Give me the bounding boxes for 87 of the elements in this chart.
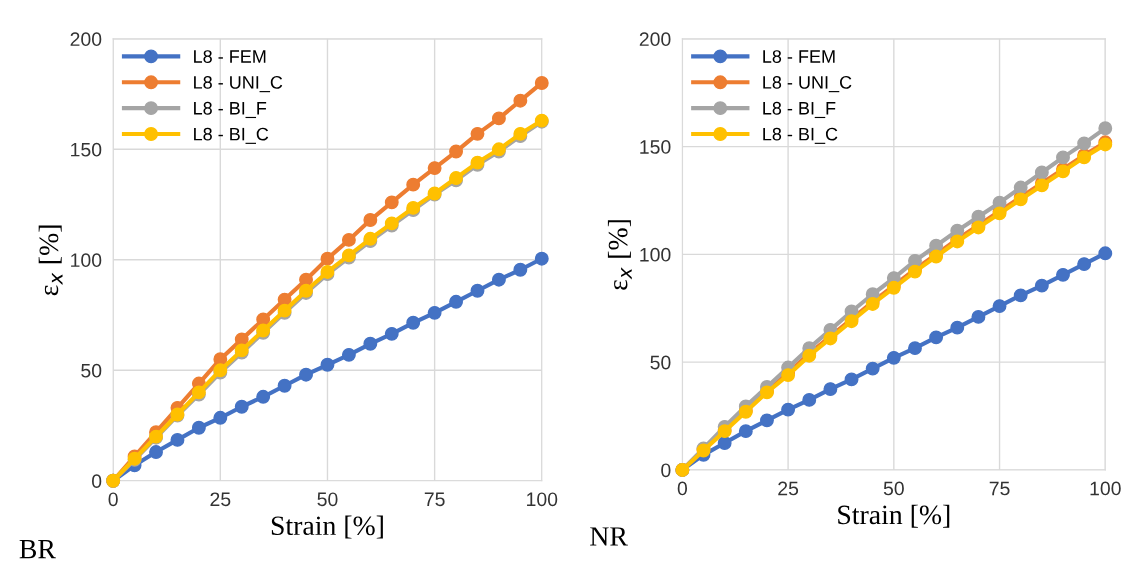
point — [1098, 121, 1113, 136]
point — [1056, 150, 1070, 165]
point — [299, 367, 313, 382]
legend-label: L8 - BI_C — [763, 127, 838, 144]
y-tick-label: 0 — [661, 463, 671, 478]
x-tick-label: 75 — [989, 481, 1010, 496]
x-tick-label: 100 — [1090, 481, 1121, 496]
x-tick-label: 0 — [677, 481, 688, 496]
point — [427, 161, 442, 176]
y-tick-label: 150 — [71, 142, 102, 157]
point — [971, 309, 986, 324]
point — [760, 413, 774, 428]
point — [449, 294, 464, 309]
point — [256, 389, 271, 404]
legend-label: L8 - FEM — [194, 50, 266, 63]
point — [802, 392, 817, 407]
point — [320, 357, 335, 372]
x-tick-label: 75 — [424, 492, 445, 507]
point — [1013, 180, 1028, 195]
point — [1034, 165, 1049, 180]
point — [929, 330, 944, 345]
point — [320, 251, 335, 266]
point — [1034, 278, 1049, 293]
x-tick-label: 50 — [883, 481, 904, 496]
text: NR — [590, 527, 628, 546]
point — [1013, 288, 1028, 303]
point — [513, 262, 528, 277]
y-axis-title: ε$_{x}$ [%] — [607, 220, 632, 290]
y-axis-title: ε$_{x}$ [%] — [38, 225, 63, 296]
point — [341, 347, 356, 362]
legend-label: L8 - BI_F — [194, 101, 267, 119]
x-tick-label: 100 — [527, 492, 558, 507]
point — [384, 326, 399, 341]
point — [865, 361, 880, 376]
point — [277, 378, 292, 393]
x-tick-label: 0 — [108, 492, 118, 507]
y-tick-label: 200 — [70, 32, 102, 47]
point — [234, 399, 249, 414]
point — [950, 320, 965, 335]
point — [1077, 257, 1092, 272]
y-tick-label: 200 — [639, 32, 671, 47]
point — [908, 341, 922, 356]
point — [170, 432, 185, 447]
point — [717, 436, 732, 450]
point — [1056, 267, 1070, 282]
y-tick-label: 50 — [81, 363, 102, 378]
point — [406, 177, 421, 192]
point — [449, 144, 464, 159]
y-tick-label: 150 — [640, 140, 671, 154]
point — [738, 424, 753, 439]
point — [341, 232, 356, 247]
legend-label: L8 - FEM — [763, 50, 835, 63]
point — [213, 410, 228, 425]
point — [406, 315, 421, 330]
point — [470, 126, 485, 141]
legend-label: L8 - BI_C — [194, 127, 269, 144]
legend-label: L8 - UNI_C — [763, 76, 852, 93]
point — [513, 93, 528, 108]
point — [363, 336, 378, 351]
point — [384, 195, 399, 210]
x-tick-label: 25 — [210, 492, 231, 507]
point — [191, 420, 206, 435]
point — [844, 372, 859, 387]
x-tick-label: 25 — [778, 481, 799, 496]
point — [491, 272, 506, 287]
point — [1077, 136, 1092, 151]
x-axis-title: Strain [%] — [838, 504, 950, 528]
point — [149, 445, 163, 460]
y-tick-label: 100 — [640, 247, 671, 262]
legend-label: L8 - UNI_C — [194, 76, 283, 93]
point — [992, 299, 1007, 314]
x-tick-label: 50 — [317, 492, 338, 507]
point — [781, 402, 796, 417]
y-tick-label: 50 — [650, 355, 671, 370]
point — [427, 305, 442, 320]
point — [491, 111, 506, 126]
legend-label: L8 - BI_F — [763, 101, 836, 119]
x-axis-title: Strain [%] — [271, 515, 383, 539]
point — [534, 251, 549, 266]
point — [823, 382, 838, 397]
text: BR — [19, 539, 56, 559]
point — [363, 213, 378, 227]
point — [886, 350, 901, 365]
point — [534, 76, 549, 90]
point — [470, 283, 485, 298]
y-tick-label: 100 — [71, 253, 102, 268]
point — [1098, 246, 1113, 261]
